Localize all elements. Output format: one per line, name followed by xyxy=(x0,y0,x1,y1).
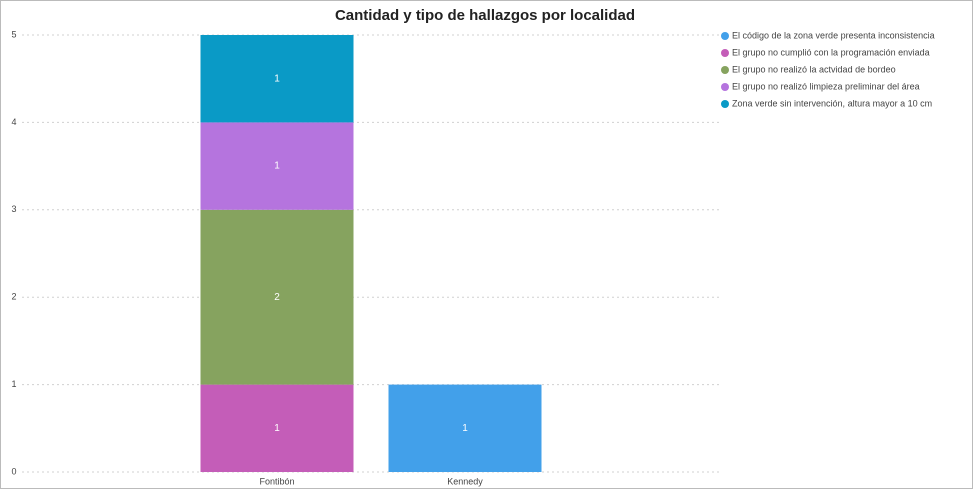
y-tick-label: 0 xyxy=(11,466,16,476)
data-label: 1 xyxy=(274,73,280,84)
y-tick-label: 3 xyxy=(11,204,16,214)
x-tick-label: Kennedy xyxy=(447,476,483,486)
legend-marker xyxy=(721,66,729,74)
bar-segment xyxy=(388,384,542,472)
legend-marker xyxy=(721,100,729,108)
y-tick-label: 2 xyxy=(11,292,16,302)
data-label: 1 xyxy=(462,423,468,434)
legend-label: El grupo no realizó la actvidad de borde… xyxy=(732,64,896,74)
bar-segment xyxy=(200,209,354,385)
legend-marker xyxy=(721,83,729,91)
data-label: 2 xyxy=(274,292,280,303)
data-label: 1 xyxy=(274,161,280,172)
y-tick-label: 5 xyxy=(11,29,16,39)
legend-label: Zona verde sin intervención, altura mayo… xyxy=(732,98,932,108)
bar-segment xyxy=(200,384,354,472)
chart-title: Cantidad y tipo de hallazgos por localid… xyxy=(335,7,635,24)
y-tick-label: 4 xyxy=(11,117,16,127)
y-tick-label: 1 xyxy=(11,379,16,389)
legend-label: El grupo no realizó limpieza preliminar … xyxy=(732,81,920,91)
legend-label: El grupo no cumplió con la programación … xyxy=(732,47,930,57)
legend-label: El código de la zona verde presenta inco… xyxy=(732,30,935,40)
legend-marker xyxy=(721,49,729,57)
data-label: 1 xyxy=(274,423,280,434)
bar-segment xyxy=(200,122,354,210)
legend-marker xyxy=(721,32,729,40)
x-tick-label: Fontibón xyxy=(259,476,294,486)
bar-segment xyxy=(200,35,354,123)
